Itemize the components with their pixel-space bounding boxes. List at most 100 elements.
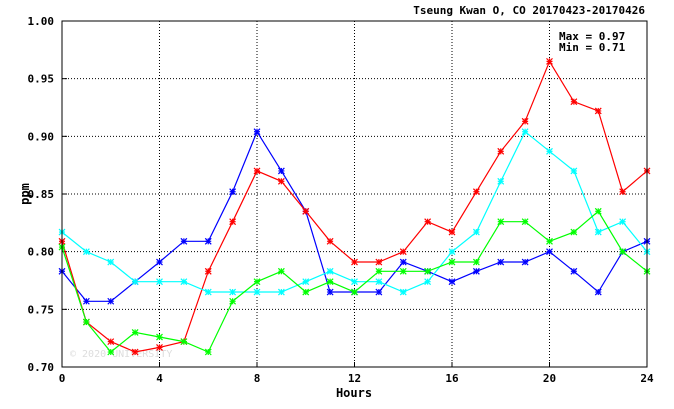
x-tick-label: 12: [348, 372, 361, 385]
x-tick-label: 16: [445, 372, 459, 385]
series-1-point: [253, 167, 261, 175]
series-2-point: [375, 278, 383, 286]
x-tick-label: 24: [640, 372, 654, 385]
series-1-point: [424, 218, 432, 226]
x-axis-label: Hours: [336, 386, 372, 400]
watermark: © 2020 UNIVERSITY: [70, 349, 172, 360]
y-tick-label: 0.95: [28, 73, 55, 86]
series-3-point: [229, 297, 237, 305]
series-2-point: [107, 258, 115, 266]
series-3-point: [399, 267, 407, 275]
series-1-point: [351, 258, 358, 266]
series-0-point: [375, 288, 383, 296]
series-2-point: [302, 278, 310, 286]
series-1-point: [204, 267, 212, 275]
series-0-point: [204, 237, 212, 245]
x-tick-label: 4: [156, 372, 163, 385]
series-0-point: [277, 167, 285, 175]
series-3-point: [351, 288, 358, 296]
x-tick-label: 0: [59, 372, 66, 385]
x-tick-labels: 0 4 8 12 16 20 24: [59, 362, 654, 385]
series-1-point: [375, 258, 383, 266]
series-2-point: [497, 177, 505, 185]
series-0-point: [326, 288, 334, 296]
series-1-point: [448, 228, 456, 236]
series-3-point: [375, 267, 383, 275]
y-tick-label: 1.00: [28, 15, 55, 28]
series-1-point: [546, 57, 553, 65]
series-line-1: [61, 60, 648, 353]
series-2-point: [399, 288, 407, 296]
y-tick-label: 0.85: [28, 188, 55, 201]
series-3-point: [131, 328, 139, 336]
y-tick-label: 0.90: [28, 130, 55, 143]
series-0-point: [180, 237, 188, 245]
series-0-point: [546, 248, 553, 256]
y-tick-label: 0.70: [28, 361, 55, 374]
min-label: Min = 0.71: [559, 41, 626, 54]
series-0-point: [399, 258, 407, 266]
series-2-point: [472, 228, 480, 236]
x-tick-label: 20: [543, 372, 556, 385]
series-2-point: [594, 228, 602, 236]
max-label: Max = 0.97: [559, 30, 625, 43]
series-0-point: [594, 288, 602, 296]
series-0-point: [497, 258, 505, 266]
series-0-point: [253, 128, 261, 136]
plot-frame: [61, 20, 648, 368]
series-3-point: [594, 207, 602, 215]
series-2-point: [351, 278, 358, 286]
series-1-point: [399, 248, 407, 256]
series-0-point: [229, 188, 237, 196]
grid-lines: [62, 21, 647, 367]
series-2-point: [131, 278, 139, 286]
series-0-point: [448, 278, 456, 286]
chart-title: Tseung Kwan O, CO 20170423-20170426: [413, 4, 645, 17]
series-3-point: [619, 248, 627, 256]
series-3-point: [472, 258, 480, 266]
series-3-point: [156, 333, 163, 341]
series-2-point: [180, 278, 188, 286]
series-3-point: [497, 218, 505, 226]
series-1-point: [302, 207, 310, 215]
series-3-point: [326, 278, 334, 286]
series-3-point: [253, 278, 261, 286]
y-tick-label: 0.75: [28, 303, 55, 316]
series-1-point: [277, 177, 285, 185]
series-3-point: [546, 237, 553, 245]
series-0-point: [570, 267, 578, 275]
series-2-point: [448, 248, 456, 256]
series-1-point: [326, 237, 334, 245]
series-2-point: [521, 128, 529, 136]
x-tick-label: 8: [254, 372, 261, 385]
series-3-point: [277, 267, 285, 275]
series-2-point: [82, 248, 90, 256]
series-2-point: [204, 288, 212, 296]
series-2-point: [156, 278, 163, 286]
series-1-point: [131, 348, 139, 356]
series-2-point: [253, 288, 261, 296]
series-2-point: [546, 147, 553, 155]
series-3-point: [521, 218, 529, 226]
series-3-point: [570, 228, 578, 236]
series-1-point: [472, 188, 480, 196]
series-2-point: [570, 167, 578, 175]
series-1-point: [619, 188, 627, 196]
series-2-point: [229, 288, 237, 296]
series-1-point: [570, 98, 578, 106]
y-tick-label: 0.80: [28, 246, 55, 259]
series-3-point: [82, 318, 90, 326]
series-2-point: [326, 267, 334, 275]
series-2-point: [619, 218, 627, 226]
series-1-point: [521, 117, 529, 125]
series-0-point: [156, 258, 163, 266]
series-0-point: [107, 297, 115, 305]
series-1-point: [156, 343, 163, 351]
series-0-point: [82, 297, 90, 305]
series-1-point: [229, 218, 237, 226]
series-3-point: [448, 258, 456, 266]
series-1-point: [497, 147, 505, 155]
series-3-point: [180, 338, 188, 346]
series-2-point: [424, 278, 432, 286]
